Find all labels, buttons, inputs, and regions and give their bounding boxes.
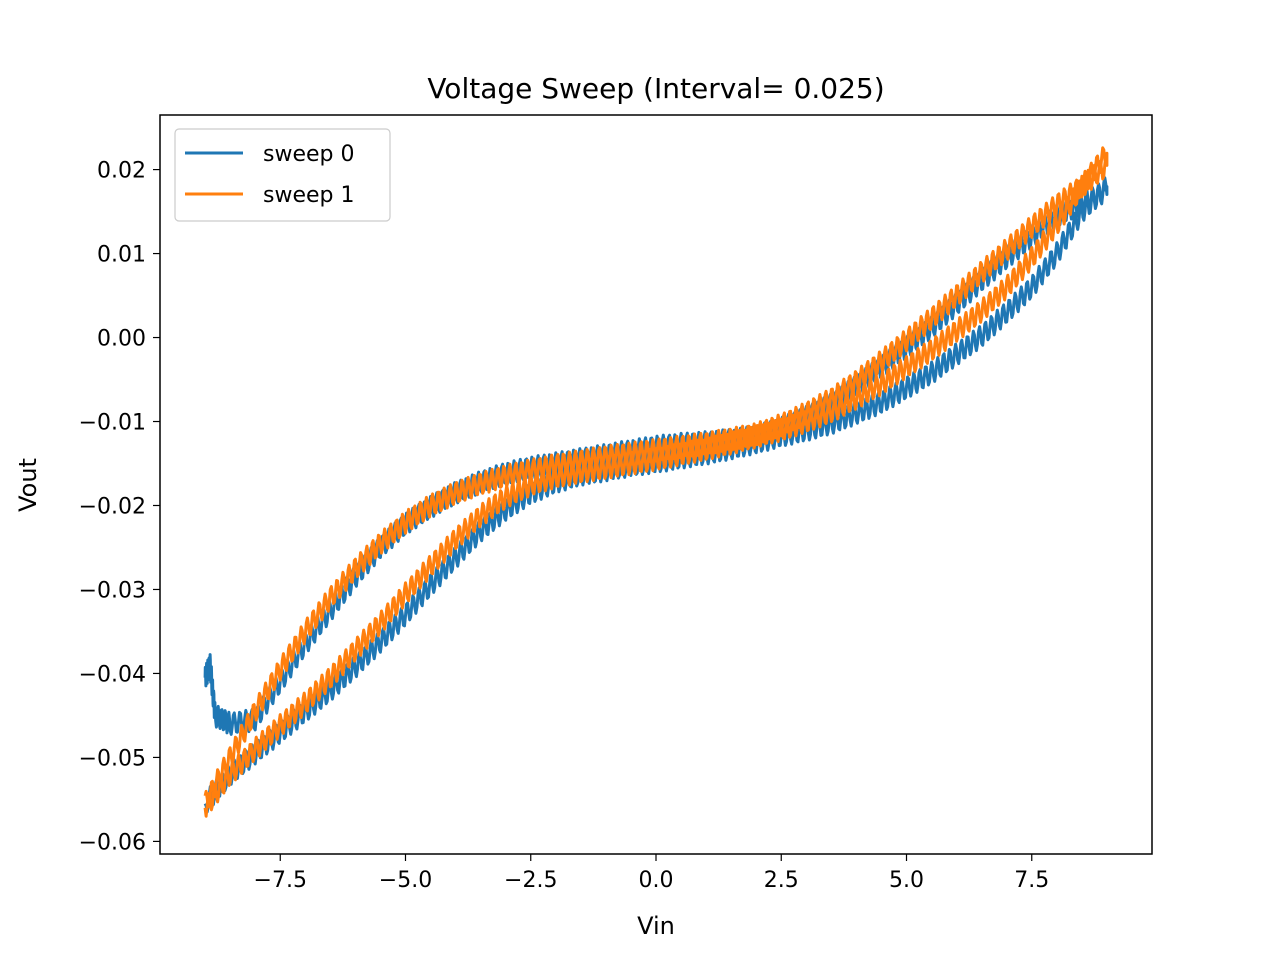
legend: sweep 0 sweep 1: [174, 128, 391, 222]
x-axis: −7.5 −5.0 −2.5 0.0 2.5 5.0 7.5: [254, 854, 1049, 893]
y-axis-label: Vout: [14, 458, 42, 512]
y-tick-label: −0.05: [79, 746, 146, 771]
y-tick-label: −0.04: [79, 662, 146, 687]
legend-label-sweep-1: sweep 1: [263, 183, 354, 208]
y-tick-label: 0.00: [97, 327, 146, 352]
y-tick-label: 0.02: [97, 159, 146, 184]
x-tick-label: −2.5: [504, 868, 557, 893]
y-tick-label: −0.06: [79, 830, 146, 855]
x-tick-label: 2.5: [764, 868, 799, 893]
x-tick-label: 0.0: [639, 868, 674, 893]
x-tick-label: −7.5: [254, 868, 307, 893]
chart-title: Voltage Sweep (Interval= 0.025): [427, 72, 884, 105]
y-tick-label: 0.01: [97, 243, 146, 268]
series-line-sweep-1: [203, 146, 1109, 818]
y-tick-label: −0.02: [79, 494, 146, 519]
plot-area: [203, 146, 1109, 818]
x-tick-label: 5.0: [889, 868, 924, 893]
x-axis-label: Vin: [637, 912, 675, 940]
y-axis: 0.02 0.01 0.00 −0.01 −0.02 −0.03 −0.04 −0.05 −0.…: [79, 159, 160, 855]
y-tick-label: −0.01: [79, 411, 146, 436]
y-tick-label: −0.03: [79, 578, 146, 603]
legend-label-sweep-0: sweep 0: [263, 142, 354, 167]
x-tick-label: −5.0: [379, 868, 432, 893]
x-tick-label: 7.5: [1014, 868, 1049, 893]
